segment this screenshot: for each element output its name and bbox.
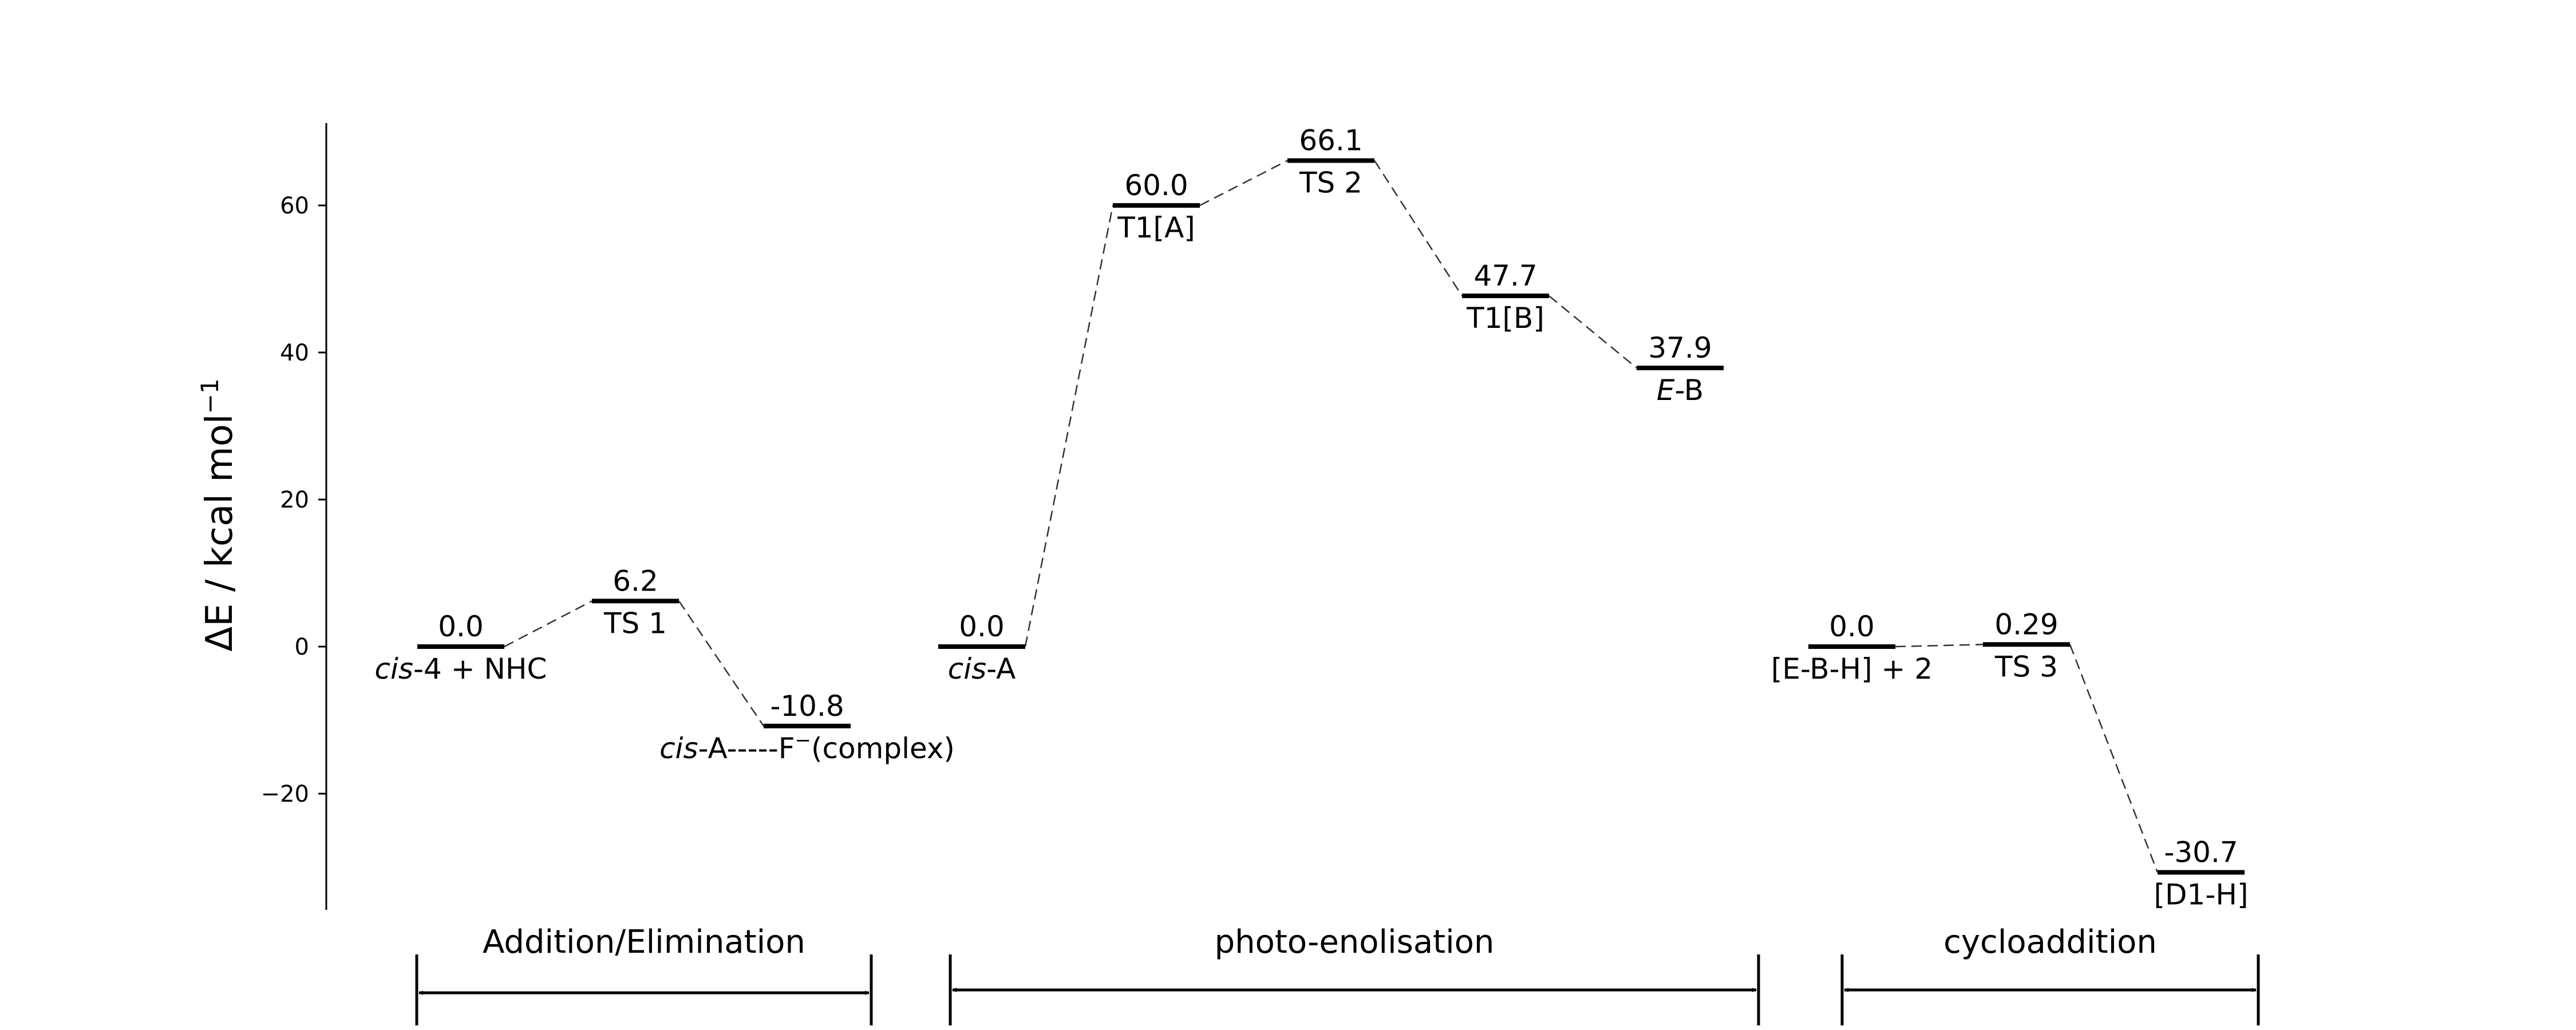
energy-level-t1b: 47.7 T1[B] xyxy=(1462,259,1549,335)
state-label: E-B xyxy=(1657,374,1704,407)
connector-ebh-ts3 xyxy=(1895,644,1984,648)
connector-t1b-eb xyxy=(1548,295,1637,369)
connector-t1a-ts2 xyxy=(1199,160,1288,207)
energy-value-label: 0.29 xyxy=(1994,608,2058,641)
stage-label: photo-enolisation xyxy=(1215,924,1495,961)
stage-brackets: Addition/Elimination photo-enolisation cyc… xyxy=(415,924,2260,1025)
state-label: TS 2 xyxy=(1299,167,1362,200)
energy-value-label: 47.7 xyxy=(1473,259,1537,292)
state-label: TS 1 xyxy=(603,607,667,640)
stage-addition-elimination: Addition/Elimination xyxy=(415,924,873,1025)
y-axis-label-exponent: −1 xyxy=(196,378,224,414)
stage-photo-enolisation: photo-enolisation xyxy=(949,924,1760,1025)
connector-ts1-complex xyxy=(678,600,765,727)
state-label: cis-A xyxy=(948,652,1016,686)
state-label: T1[B] xyxy=(1466,302,1544,335)
y-axis-label: ΔE / kcal mol−1 xyxy=(196,378,241,651)
energy-value-label: 0.0 xyxy=(959,610,1005,643)
stage-label: Addition/Elimination xyxy=(483,924,805,961)
connector-cisA-t1a xyxy=(1024,205,1114,647)
connector-ts3-d1h xyxy=(2069,644,2159,873)
state-label: cis-A-----F−(complex) xyxy=(659,729,955,765)
y-tick-label: 40 xyxy=(280,340,309,366)
energy-level-eb: 37.9 E-B xyxy=(1637,331,1724,407)
energy-value-label: 66.1 xyxy=(1299,124,1362,157)
connector-cis4-ts1 xyxy=(504,600,592,648)
state-label: [D1-H] xyxy=(2154,878,2249,911)
energy-value-label: 0.0 xyxy=(1829,610,1875,643)
energy-level-d1h: -30.7 [D1-H] xyxy=(2154,835,2249,911)
stage-cycloaddition: cycloaddition xyxy=(1840,924,2260,1025)
energy-value-label: -10.8 xyxy=(770,690,844,723)
state-label: TS 3 xyxy=(1994,650,2058,683)
energy-value-label: 60.0 xyxy=(1124,169,1188,202)
connector-ts2-t1b xyxy=(1373,160,1463,296)
y-tick-label: 60 xyxy=(280,193,309,219)
energy-level-t1a: 60.0 T1[A] xyxy=(1113,169,1200,244)
y-tick-label: −20 xyxy=(261,781,309,807)
y-tick-label: 0 xyxy=(295,634,309,660)
connector-lines xyxy=(504,160,2159,873)
energy-levels: 0.0 cis-4 + NHC 6.2 TS 1 -10.8 cis-A-----F−(c… xyxy=(375,124,2249,912)
energy-level-cisA: 0.0 cis-A xyxy=(938,610,1025,686)
energy-value-label: 6.2 xyxy=(613,564,658,597)
state-label: [E-B-H] + 2 xyxy=(1771,652,1933,686)
state-label: cis-4 + NHC xyxy=(375,652,547,686)
energy-level-cis4: 0.0 cis-4 + NHC xyxy=(375,610,547,686)
energy-value-label: 0.0 xyxy=(438,610,484,643)
y-axis-label-base: ΔE / kcal mol xyxy=(199,414,241,651)
energy-value-label: 37.9 xyxy=(1648,331,1712,365)
energy-level-ts1: 6.2 TS 1 xyxy=(592,564,679,640)
state-label: T1[A] xyxy=(1117,211,1195,244)
energy-value-label: -30.7 xyxy=(2164,835,2238,869)
energy-level-ts2: 66.1 TS 2 xyxy=(1287,124,1374,200)
energy-level-ts3: 0.29 TS 3 xyxy=(1983,608,2070,683)
y-tick-label: 20 xyxy=(280,487,309,513)
energy-level-complex: -10.8 cis-A-----F−(complex) xyxy=(659,690,955,765)
y-axis: −20 0 20 40 60 xyxy=(261,123,327,910)
stage-label: cycloaddition xyxy=(1943,924,2157,961)
energy-level-ebh: 0.0 [E-B-H] + 2 xyxy=(1771,610,1933,686)
